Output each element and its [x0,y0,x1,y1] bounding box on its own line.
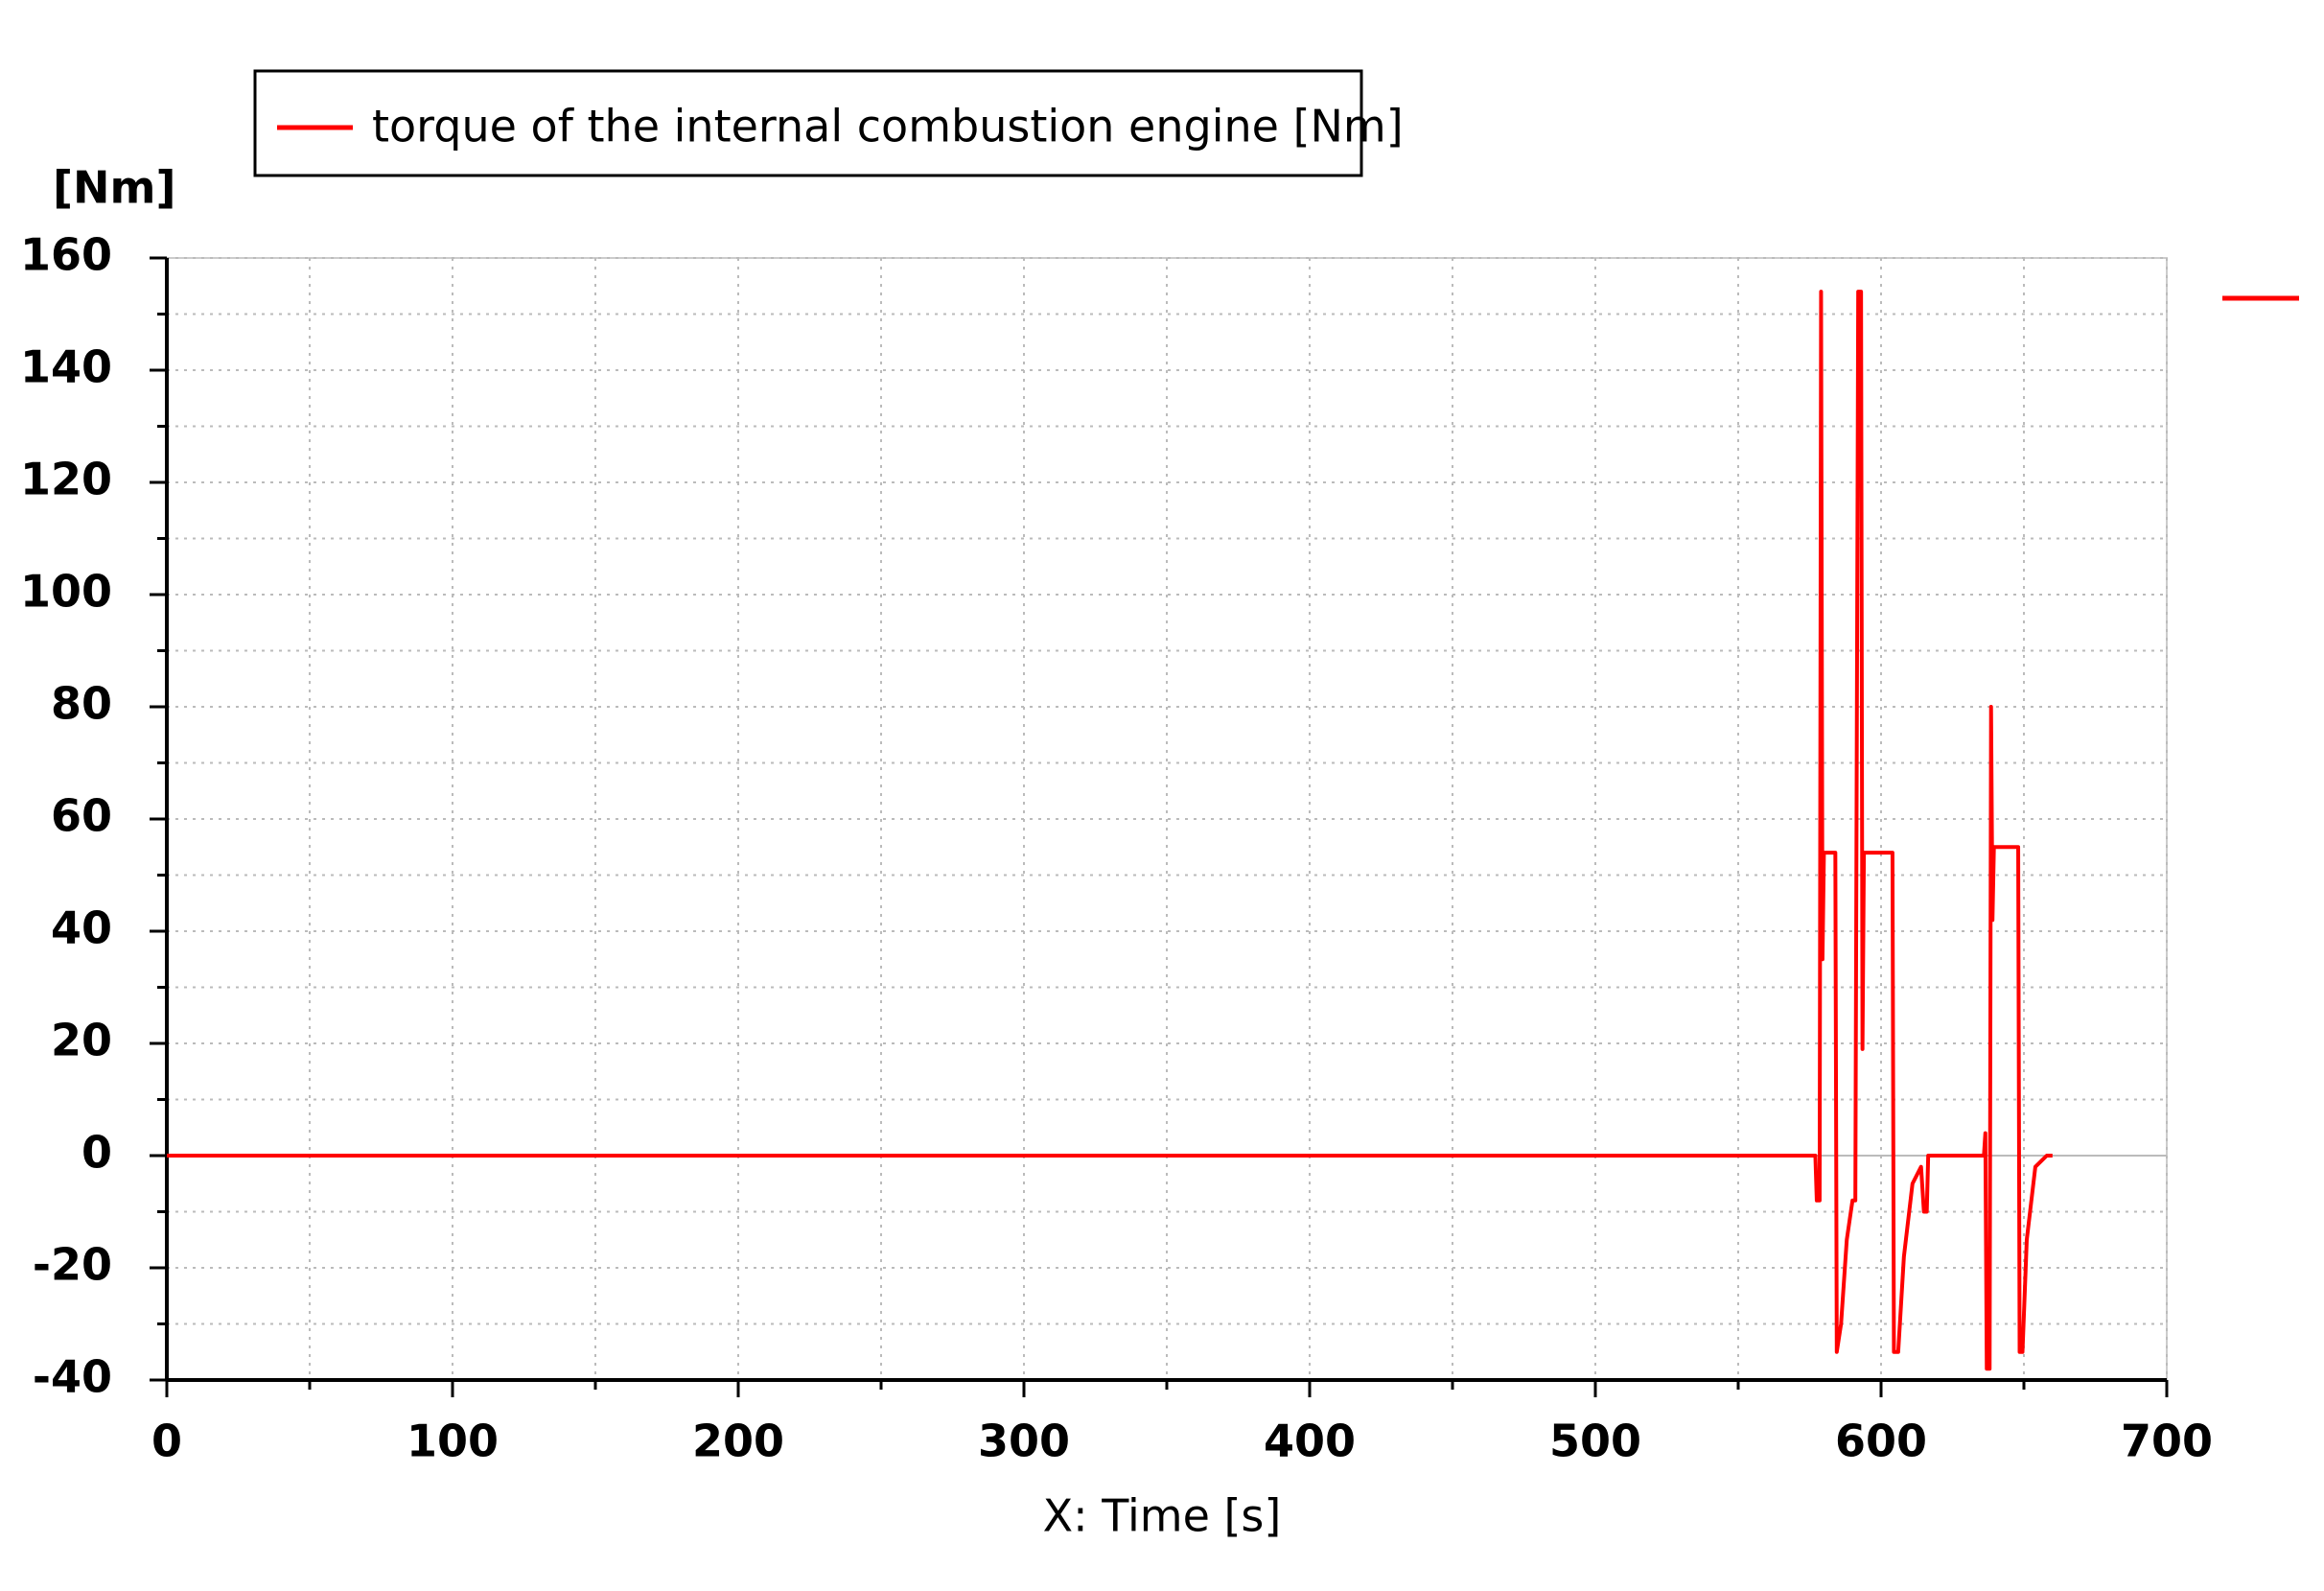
y-axis-label: [Nm] [53,162,175,214]
x-tick-label: 500 [1549,1416,1641,1467]
x-axis-label: X: Time [s] [1043,1490,1282,1542]
y-tick-label: 80 [51,678,112,730]
y-tick-label: 60 [51,790,112,842]
y-tick-label: 0 [81,1127,112,1179]
y-tick-label: 40 [51,902,112,954]
x-tick-label: 300 [978,1416,1070,1467]
y-tick-label: 160 [20,229,112,281]
y-tick-label: 120 [20,454,112,505]
x-tick-label: 0 [151,1416,182,1467]
y-tick-label: -20 [33,1239,112,1291]
x-tick-label: 200 [692,1416,784,1467]
x-tick-label: 100 [407,1416,499,1467]
x-tick-label: 700 [2121,1416,2213,1467]
x-tick-label: 600 [1835,1416,1927,1467]
y-tick-label: -40 [33,1351,112,1403]
x-tick-label: 400 [1264,1416,1356,1467]
legend-label: torque of the internal combustion engine… [372,101,1404,152]
legend-box [253,69,1363,177]
y-tick-label: 140 [20,341,112,393]
y-tick-label: 100 [20,566,112,618]
y-tick-label: 20 [51,1015,112,1066]
data-line [167,290,2053,1371]
